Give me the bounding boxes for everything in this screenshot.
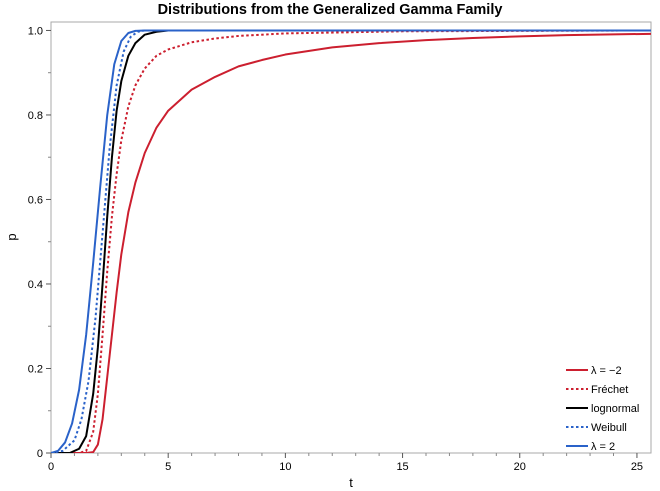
legend-label: λ = −2	[591, 365, 622, 377]
y-tick-label: 0.4	[28, 279, 43, 291]
legend-label: Fréchet	[591, 384, 628, 396]
legend-label: λ = 2	[591, 441, 615, 453]
y-tick-label: 1.0	[28, 25, 43, 37]
chart-title: Distributions from the Generalized Gamma…	[158, 2, 503, 18]
x-tick-label: 25	[631, 461, 643, 473]
x-tick-label: 10	[279, 461, 291, 473]
x-tick-label: 0	[48, 461, 54, 473]
y-axis: 0 0.2 0.4 0.6 0.8 1.0	[28, 25, 51, 460]
x-axis-label: t	[349, 475, 353, 490]
legend: λ = −2 Fréchet lognormal Weibull λ = 2	[566, 365, 639, 453]
y-tick-label: 0.8	[28, 110, 43, 122]
series-line-1	[51, 32, 651, 453]
x-tick-label: 5	[165, 461, 171, 473]
y-tick-label: 0.6	[28, 194, 43, 206]
x-tick-label: 20	[514, 461, 526, 473]
y-tick-label: 0	[37, 448, 43, 460]
x-axis: 0 5 10 15 20 25	[48, 453, 643, 473]
series-line-3	[51, 29, 651, 453]
series-line-4	[51, 29, 651, 453]
series-line-5	[51, 29, 651, 453]
legend-label: lognormal	[591, 403, 639, 415]
y-tick-label: 0.2	[28, 363, 43, 375]
plot-frame	[50, 21, 652, 454]
legend-label: Weibull	[591, 422, 627, 434]
curves	[51, 29, 651, 453]
x-tick-label: 15	[396, 461, 408, 473]
y-axis-label: p	[4, 233, 19, 240]
